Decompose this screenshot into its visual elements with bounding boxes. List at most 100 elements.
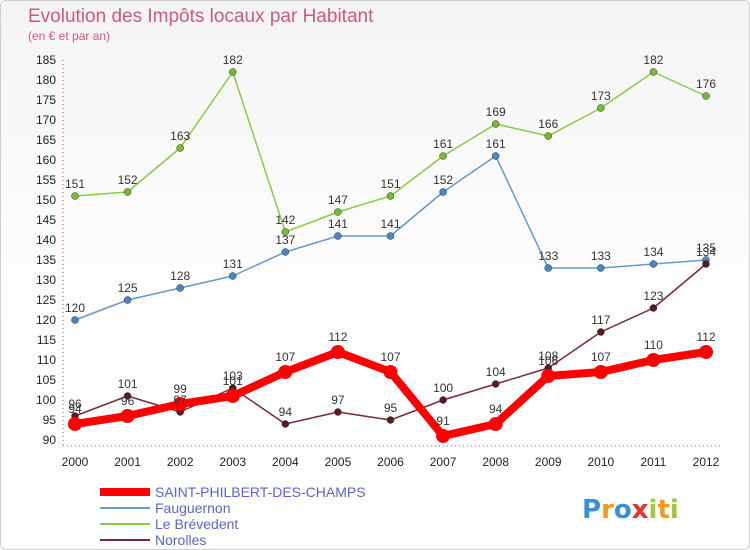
y-tick-label: 90 xyxy=(43,433,57,447)
data-label: 107 xyxy=(380,350,400,364)
data-point xyxy=(176,284,184,292)
brand-letter: P xyxy=(582,495,601,525)
legend-label: SAINT-PHILBERT-DES-CHAMPS xyxy=(155,484,366,500)
x-tick-label: 2004 xyxy=(272,455,299,469)
y-tick-label: 145 xyxy=(36,213,56,227)
y-tick-label: 95 xyxy=(43,413,57,427)
data-label: 117 xyxy=(591,313,610,327)
data-point xyxy=(649,260,658,268)
data-point xyxy=(439,396,447,404)
y-tick-label: 140 xyxy=(36,233,56,247)
data-point xyxy=(330,345,345,359)
chart-subtitle: (en € et par an) xyxy=(28,29,110,43)
data-label: 182 xyxy=(223,53,243,67)
data-label: 125 xyxy=(118,281,138,295)
brand-letter: i xyxy=(649,495,658,525)
data-label: 131 xyxy=(223,257,243,271)
y-tick-label: 105 xyxy=(36,373,56,387)
data-label: 112 xyxy=(696,330,715,344)
y-tick-label: 130 xyxy=(36,273,56,287)
legend-label: Le Brévedent xyxy=(155,516,238,532)
data-point xyxy=(278,365,293,379)
data-point xyxy=(436,429,451,443)
data-point xyxy=(439,188,447,196)
y-tick-label: 135 xyxy=(36,253,56,267)
y-tick-label: 155 xyxy=(36,173,56,187)
data-label: 134 xyxy=(643,245,663,259)
data-label: 152 xyxy=(118,173,138,187)
data-point xyxy=(491,120,500,128)
data-label: 120 xyxy=(65,301,85,315)
data-point xyxy=(597,328,605,336)
data-labels: 151 152 163 182 142 147 151 161 169 166 173 182 176 1… xyxy=(65,53,716,428)
data-label: 94 xyxy=(279,405,293,419)
data-label: 95 xyxy=(384,401,398,415)
data-point xyxy=(646,353,661,367)
data-label: 96 xyxy=(68,397,82,411)
data-point xyxy=(123,392,132,400)
data-point xyxy=(699,345,713,359)
brand-letter: i xyxy=(670,495,679,525)
data-label: 94 xyxy=(489,402,503,416)
x-tick-label: 2000 xyxy=(62,455,89,469)
data-point xyxy=(544,264,552,272)
data-label: 151 xyxy=(65,177,85,191)
data-point xyxy=(123,296,132,304)
data-point xyxy=(123,188,132,196)
data-point xyxy=(334,408,342,416)
y-tick-label: 100 xyxy=(36,393,56,407)
data-point xyxy=(702,260,710,268)
data-point xyxy=(702,92,710,100)
data-label: 142 xyxy=(275,213,295,227)
data-point xyxy=(120,409,135,423)
x-tick-label: 2002 xyxy=(167,455,194,469)
data-label: 166 xyxy=(538,117,558,131)
series-group xyxy=(68,68,713,443)
legend-label: Fauguernon xyxy=(155,500,231,516)
legend-label: Norolles xyxy=(155,532,206,548)
data-point xyxy=(597,264,605,272)
brand-letter: o xyxy=(614,495,632,525)
data-point xyxy=(71,192,79,200)
data-point xyxy=(281,248,290,256)
data-label: 108 xyxy=(538,349,558,363)
data-point xyxy=(176,144,184,152)
y-tick-label: 170 xyxy=(36,113,56,127)
y-tick-label: 165 xyxy=(36,133,56,147)
data-point xyxy=(491,152,500,160)
brand-letter: r xyxy=(601,495,614,525)
data-point xyxy=(544,132,552,140)
x-tick-label: 2005 xyxy=(325,455,352,469)
data-label: 101 xyxy=(223,374,243,388)
data-point xyxy=(229,68,237,76)
data-point xyxy=(281,228,290,236)
data-label: 133 xyxy=(538,249,558,263)
data-label: 96 xyxy=(121,394,135,408)
x-tick-label: 2012 xyxy=(693,455,720,469)
data-point xyxy=(386,416,395,424)
data-label: 134 xyxy=(696,245,716,259)
data-label: 112 xyxy=(328,330,347,344)
data-label: 133 xyxy=(591,249,611,263)
data-label: 107 xyxy=(591,350,611,364)
data-label: 97 xyxy=(173,393,187,407)
data-label: 141 xyxy=(328,217,348,231)
data-point xyxy=(383,365,398,379)
brand-letter: x xyxy=(632,495,649,525)
x-tick-label: 2008 xyxy=(482,455,509,469)
data-point xyxy=(173,397,188,411)
y-tick-label: 160 xyxy=(36,153,56,167)
data-label: 94 xyxy=(68,402,82,416)
y-tick-label: 150 xyxy=(36,193,56,207)
data-label: 161 xyxy=(433,137,453,151)
data-label: 104 xyxy=(486,365,506,379)
data-label: 152 xyxy=(433,173,453,187)
data-label: 99 xyxy=(173,382,187,396)
data-point xyxy=(386,192,395,200)
data-point xyxy=(593,365,608,379)
data-label: 123 xyxy=(643,289,663,303)
data-label: 173 xyxy=(591,89,611,103)
data-label: 147 xyxy=(328,193,348,207)
y-tick-label: 180 xyxy=(36,73,56,87)
